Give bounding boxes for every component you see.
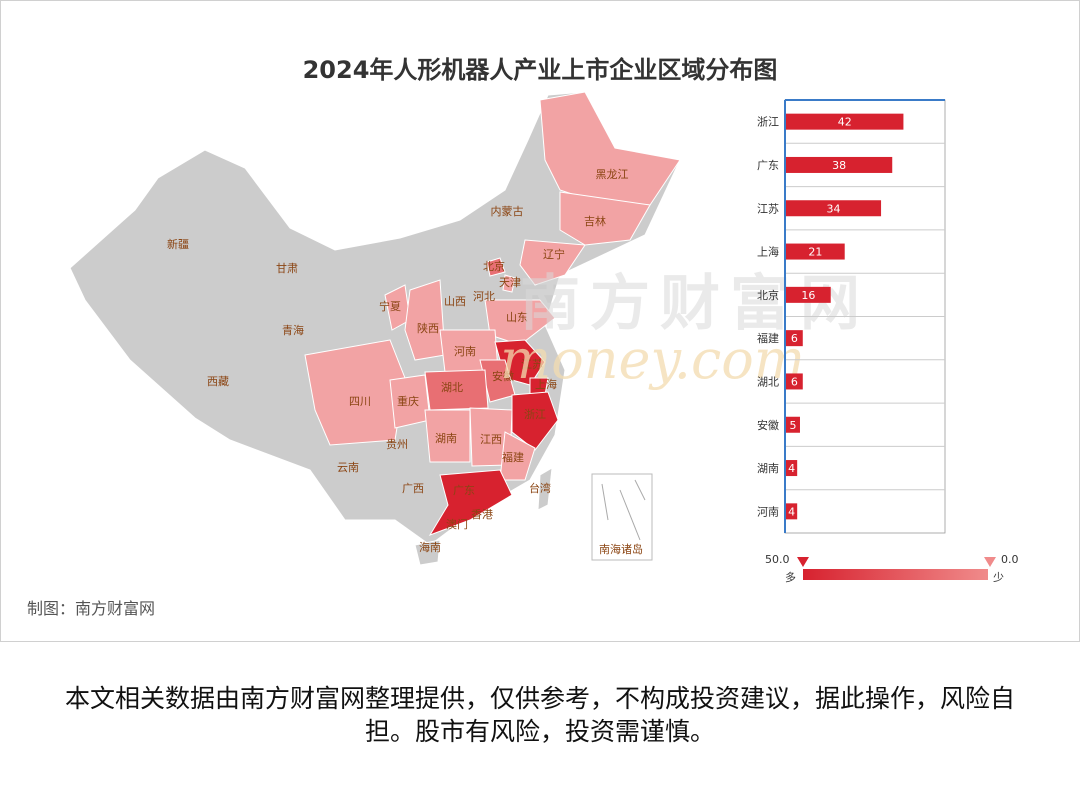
- bar[interactable]: [786, 156, 893, 173]
- map-label: 新疆: [167, 237, 189, 251]
- color-legend: 50.0 0.0 多 少: [765, 553, 1025, 589]
- map-label: 山西: [444, 295, 466, 308]
- map-label: 安徽: [492, 369, 514, 383]
- map-label: 广西: [402, 482, 424, 495]
- bar-value-label: 4: [788, 462, 795, 475]
- bar-category-label: 广东: [757, 159, 779, 172]
- bar[interactable]: [786, 243, 845, 260]
- map-label: 香港: [471, 508, 493, 521]
- map-label: 湖北: [441, 381, 463, 394]
- map-label: 内蒙古: [491, 204, 524, 218]
- map-label: 青海: [282, 323, 304, 337]
- map-label: 重庆: [397, 394, 419, 408]
- legend-handle-min[interactable]: [984, 557, 996, 567]
- bar-category-label: 北京: [757, 288, 779, 302]
- beijing-shape[interactable]: [486, 257, 506, 277]
- heilongjiang-shape[interactable]: [539, 91, 681, 206]
- bar-value-label: 5: [789, 419, 796, 432]
- map-label: 台湾: [529, 481, 551, 495]
- bar-value-label: 42: [838, 116, 852, 129]
- map-label: 天津: [499, 276, 521, 289]
- map-label: 北京: [483, 259, 505, 273]
- bar-value-label: 16: [801, 289, 815, 302]
- legend-max: 50.0: [765, 553, 790, 566]
- tianjin-shape[interactable]: [502, 274, 516, 293]
- map-label: 湖南: [435, 432, 457, 445]
- bar-value-label: 21: [808, 246, 822, 259]
- bar-category-label: 江苏: [757, 202, 779, 215]
- map-label: 广东: [453, 484, 475, 497]
- bar-chart: 浙江 42 广东 38 江苏 34 上海 21 北京 16 福建 6 湖北 6 安徽 5 湖南 4 河南 4: [757, 99, 946, 534]
- bar-category-label: 湖南: [757, 462, 779, 475]
- map-label: 海南: [419, 540, 441, 554]
- bar-category-label: 浙江: [757, 116, 779, 129]
- bar[interactable]: [786, 200, 882, 217]
- map-label: 四川: [349, 395, 371, 408]
- map-label: 云南: [337, 461, 359, 474]
- map-label: 上海: [535, 377, 557, 391]
- hainan-shape: [414, 539, 441, 566]
- zhejiang-shape[interactable]: [511, 391, 559, 451]
- shandong-shape[interactable]: [484, 299, 556, 346]
- map-label: 宁夏: [379, 299, 401, 313]
- liaoning-shape[interactable]: [519, 239, 586, 286]
- map-label: 甘肃: [276, 262, 298, 275]
- fujian-shape[interactable]: [499, 431, 536, 481]
- credit-text: 制图：南方财富网: [27, 599, 156, 618]
- legend-min-text: 少: [993, 571, 1004, 584]
- legend-handle-max[interactable]: [797, 557, 809, 567]
- map-label: 江苏: [521, 358, 543, 371]
- map-label: 陕西: [417, 321, 439, 335]
- guangdong-shape[interactable]: [428, 469, 513, 536]
- bar-category-label: 河南: [757, 505, 779, 518]
- map-label: 贵州: [386, 438, 408, 451]
- watermark-cn: 南方财富网: [520, 269, 870, 339]
- map-label: 河北: [473, 290, 495, 303]
- bar-value-label: 6: [791, 375, 798, 388]
- bar[interactable]: [786, 503, 798, 520]
- bar[interactable]: [786, 460, 798, 477]
- disclaimer-text: 本文相关数据由南方财富网整理提供，仅供参考，不构成投资建议，据此操作，风险自担。…: [64, 684, 1015, 746]
- map-label: 西藏: [207, 375, 229, 388]
- map-label: 吉林: [584, 214, 606, 228]
- legend-min: 0.0: [1001, 553, 1019, 566]
- map-label: 辽宁: [543, 247, 565, 261]
- sichuan-shape[interactable]: [304, 339, 406, 446]
- map-label: 河南: [454, 345, 476, 358]
- bar[interactable]: [786, 416, 800, 433]
- bar-value-label: 38: [832, 159, 846, 172]
- bar[interactable]: [786, 286, 831, 303]
- map-label: 澳门: [446, 517, 468, 531]
- bar-category-label: 上海: [757, 245, 779, 259]
- bar-value-label: 6: [791, 332, 798, 345]
- inset-islands: [601, 479, 646, 541]
- map-label: 黑龙江: [596, 168, 629, 181]
- chart-title: 2024年人形机器人产业上市企业区域分布图: [302, 56, 778, 84]
- map-label: 山东: [506, 311, 528, 324]
- map-label: 浙江: [524, 408, 546, 421]
- south-china-sea-inset: [591, 473, 653, 561]
- map-label: 江西: [480, 433, 502, 446]
- shaanxi-shape[interactable]: [404, 279, 446, 361]
- jilin-shape[interactable]: [559, 191, 651, 246]
- hubei-shape[interactable]: [424, 369, 489, 411]
- bar[interactable]: [786, 373, 803, 390]
- bar[interactable]: [786, 113, 904, 130]
- bar[interactable]: [786, 330, 803, 347]
- map-label: 南海诸岛: [599, 542, 643, 556]
- hunan-shape[interactable]: [424, 409, 471, 463]
- legend-max-text: 多: [785, 571, 796, 584]
- legend-gradient: [803, 569, 988, 580]
- bar-category-label: 福建: [757, 331, 779, 345]
- bar-category-label: 湖北: [757, 375, 779, 388]
- taiwan-shape: [537, 467, 553, 511]
- map-label: 福建: [502, 450, 524, 464]
- bar-value-label: 4: [788, 505, 795, 518]
- bar-category-label: 安徽: [757, 418, 779, 432]
- watermark-en: money.com: [500, 328, 805, 391]
- bar-value-label: 34: [827, 202, 841, 215]
